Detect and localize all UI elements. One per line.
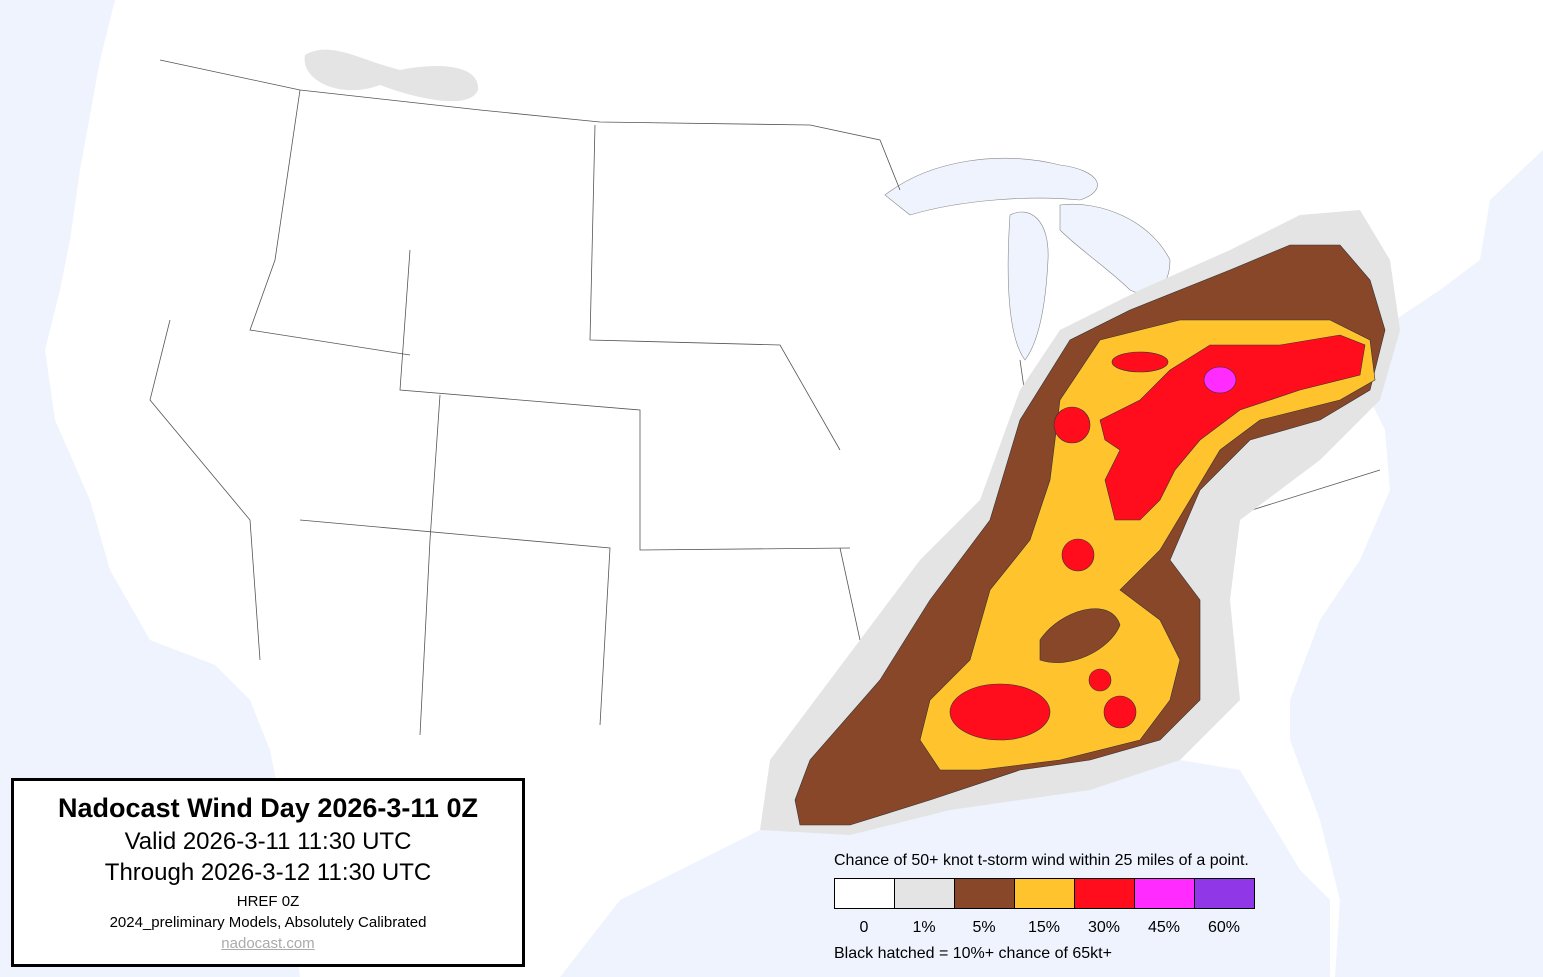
prob-30pct bbox=[949, 334, 1366, 741]
legend-tick-label: 60% bbox=[1207, 919, 1241, 936]
legend-caption: Chance of 50+ knot t-storm wind within 2… bbox=[834, 852, 1249, 869]
legend: Chance of 50+ knot t-storm wind within 2… bbox=[834, 852, 1255, 963]
calibration-note: 2024_preliminary Models, Absolutely Cali… bbox=[109, 914, 427, 931]
legend-swatch bbox=[955, 879, 1015, 908]
legend-swatch bbox=[1135, 879, 1195, 908]
prob-15pct bbox=[919, 319, 1376, 771]
legend-swatch bbox=[1075, 879, 1135, 908]
legend-colorbar bbox=[834, 878, 1255, 909]
site-link[interactable]: nadocast.com bbox=[221, 935, 315, 952]
legend-tick-label: 5% bbox=[972, 919, 996, 936]
legend-ticks: 0 1% 5% 15% 30% 45% 60% bbox=[834, 919, 1254, 937]
legend-swatch bbox=[835, 879, 895, 908]
atlantic-ocean bbox=[1290, 150, 1543, 977]
legend-tick-label: 1% bbox=[912, 919, 936, 936]
legend-swatch bbox=[1015, 879, 1075, 908]
legend-swatch bbox=[895, 879, 955, 908]
prob-45pct bbox=[1203, 366, 1237, 394]
pacific-ocean bbox=[0, 0, 300, 977]
legend-tick-label: 0 bbox=[859, 919, 869, 936]
legend-swatch bbox=[1195, 879, 1254, 908]
gulf-of-mexico bbox=[560, 760, 1330, 977]
prob-1pct-montana bbox=[304, 49, 479, 102]
legend-tick-label: 45% bbox=[1147, 919, 1181, 936]
legend-tick-label: 15% bbox=[1027, 919, 1061, 936]
map-title: Nadocast Wind Day 2026-3-11 0Z bbox=[58, 793, 478, 823]
valid-time: Valid 2026-3-11 11:30 UTC bbox=[124, 828, 412, 855]
through-time: Through 2026-3-12 11:30 UTC bbox=[104, 859, 432, 886]
legend-note: Black hatched = 10%+ chance of 65kt+ bbox=[834, 945, 1112, 962]
legend-tick-label: 30% bbox=[1087, 919, 1121, 936]
model-run: HREF 0Z bbox=[236, 893, 300, 910]
title-box: Nadocast Wind Day 2026-3-11 0Z Valid 202… bbox=[11, 778, 525, 967]
prob-5pct-inner bbox=[1039, 608, 1121, 663]
